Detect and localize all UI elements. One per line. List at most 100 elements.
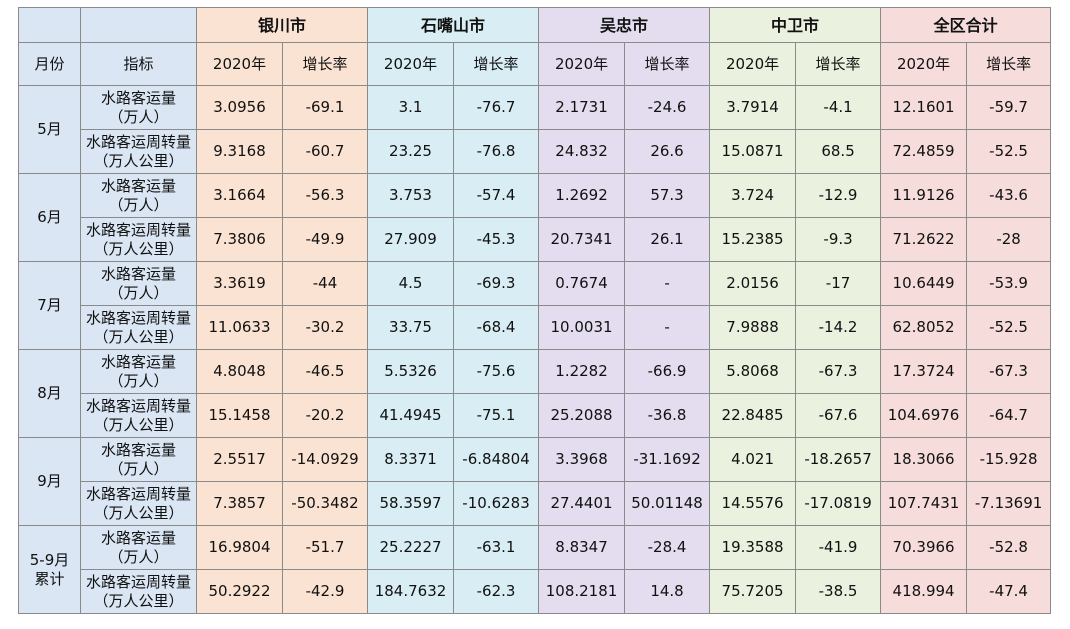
- value-cell: 10.6449: [880, 261, 968, 306]
- month-cell: 7月: [18, 261, 81, 350]
- growth-header: 增长率: [966, 42, 1052, 86]
- indicator-label: 水路客运周转量: [85, 220, 191, 239]
- year-header: 2020年: [709, 42, 797, 86]
- value-cell: 7.3857: [196, 481, 283, 526]
- growth-cell: -7.13691: [966, 481, 1052, 526]
- growth-cell: -43.6: [966, 173, 1052, 218]
- table-row: 水路客运周转量 （万人公里） 11.0633 -30.2 33.75 -68.4 10.00…: [19, 305, 1052, 350]
- value-cell: 20.7341: [538, 217, 626, 262]
- indicator-label: 水路客运周转量: [85, 572, 191, 591]
- growth-cell: -62.3: [453, 569, 540, 614]
- value-cell: 12.1601: [880, 85, 968, 130]
- indicator-label: （万人公里）: [93, 415, 184, 434]
- value-cell: 4.5: [367, 261, 455, 306]
- indicator-cell: 水路客运量 （万人）: [80, 525, 197, 570]
- indicator-header: 指标: [80, 42, 197, 86]
- indicator-cell: 水路客运量 （万人）: [80, 349, 197, 394]
- value-cell: 15.2385: [709, 217, 797, 262]
- growth-cell: -47.4: [966, 569, 1052, 614]
- indicator-label: （万人公里）: [93, 503, 184, 522]
- value-cell: 3.0956: [196, 85, 283, 130]
- table-row: 5月 水路客运量 （万人） 3.0956 -69.1 3.1 -76.7 2.1731 -24.…: [18, 85, 1052, 174]
- value-cell: 8.3371: [367, 437, 455, 482]
- table-row: 水路客运周转量 （万人公里） 7.3806 -49.9 27.909 -45.3 20.73…: [19, 217, 1052, 262]
- city-header-wuzhong: 吴忠市: [538, 7, 711, 43]
- value-cell: 70.3966: [880, 525, 968, 570]
- indicator-cell: 水路客运周转量 （万人公里）: [80, 217, 197, 262]
- value-cell: 104.6976: [880, 393, 968, 438]
- growth-cell: -75.1: [453, 393, 540, 438]
- table-row: 水路客运周转量 （万人公里） 15.1458 -20.2 41.4945 -75.1 25.…: [19, 393, 1052, 438]
- indicator-label: 水路客运量: [100, 88, 176, 107]
- growth-cell: -45.3: [453, 217, 540, 262]
- month-cell: 8月: [18, 349, 81, 438]
- value-cell: 2.5517: [196, 437, 283, 482]
- indicator-label: 水路客运量: [100, 440, 176, 459]
- growth-cell: -67.3: [795, 349, 882, 394]
- value-cell: 22.8485: [709, 393, 797, 438]
- month-cell: 5月: [18, 85, 81, 174]
- value-cell: 3.1664: [196, 173, 283, 218]
- growth-cell: -: [624, 261, 711, 306]
- indicator-label: （万人）: [108, 107, 169, 126]
- value-cell: 108.2181: [538, 569, 626, 614]
- indicator-cell: 水路客运量 （万人）: [80, 173, 197, 218]
- table-row: 6月 水路客运量 （万人） 3.1664 -56.3 3.753 -57.4 1.2692 57…: [18, 173, 1052, 262]
- indicator-cell: 水路客运量 （万人）: [80, 261, 197, 306]
- indicator-label: （万人）: [108, 283, 169, 302]
- header-row-fields: 月份 指标 2020年 增长率 2020年 增长率 2020年 增长率 2020…: [18, 42, 1052, 86]
- growth-cell: -52.5: [966, 129, 1052, 174]
- growth-cell: -36.8: [624, 393, 711, 438]
- value-cell: 7.9888: [709, 305, 797, 350]
- value-cell: 2.0156: [709, 261, 797, 306]
- value-cell: 8.8347: [538, 525, 626, 570]
- value-cell: 107.7431: [880, 481, 968, 526]
- month-cell: 5-9月 累计: [18, 525, 81, 614]
- growth-cell: -67.3: [966, 349, 1052, 394]
- value-cell: 15.1458: [196, 393, 283, 438]
- indicator-label: （万人）: [108, 195, 169, 214]
- table-row: 水路客运周转量 （万人公里） 9.3168 -60.7 23.25 -76.8 24.832…: [19, 129, 1052, 174]
- growth-cell: -64.7: [966, 393, 1052, 438]
- growth-cell: -14.2: [795, 305, 882, 350]
- value-cell: 11.0633: [196, 305, 283, 350]
- indicator-label: 水路客运量: [100, 352, 176, 371]
- value-cell: 25.2227: [367, 525, 455, 570]
- growth-cell: -52.8: [966, 525, 1052, 570]
- growth-cell: 26.1: [624, 217, 711, 262]
- growth-cell: -4.1: [795, 85, 882, 130]
- growth-cell: -17.0819: [795, 481, 882, 526]
- growth-cell: -57.4: [453, 173, 540, 218]
- value-cell: 3.724: [709, 173, 797, 218]
- value-cell: 4.8048: [196, 349, 283, 394]
- value-cell: 17.3724: [880, 349, 968, 394]
- growth-cell: -49.9: [281, 217, 369, 262]
- value-cell: 23.25: [367, 129, 455, 174]
- year-header: 2020年: [880, 42, 968, 86]
- value-cell: 1.2282: [538, 349, 626, 394]
- growth-cell: -28: [966, 217, 1052, 262]
- growth-cell: -10.6283: [453, 481, 540, 526]
- indicator-label: 水路客运周转量: [85, 308, 191, 327]
- indicator-cell: 水路客运量 （万人）: [80, 85, 197, 130]
- value-cell: 1.2692: [538, 173, 626, 218]
- value-cell: 41.4945: [367, 393, 455, 438]
- growth-cell: -12.9: [795, 173, 882, 218]
- indicator-label: 水路客运周转量: [85, 484, 191, 503]
- growth-header: 增长率: [453, 42, 540, 86]
- growth-cell: -67.6: [795, 393, 882, 438]
- growth-cell: -: [624, 305, 711, 350]
- value-cell: 75.7205: [709, 569, 797, 614]
- indicator-label: （万人公里）: [93, 239, 184, 258]
- growth-cell: -69.3: [453, 261, 540, 306]
- growth-cell: -41.9: [795, 525, 882, 570]
- growth-header: 增长率: [624, 42, 711, 86]
- value-cell: 418.994: [880, 569, 968, 614]
- value-cell: 50.2922: [196, 569, 283, 614]
- value-cell: 5.5326: [367, 349, 455, 394]
- indicator-label: 水路客运量: [100, 528, 176, 547]
- growth-cell: -51.7: [281, 525, 369, 570]
- month-label: 6月: [37, 208, 62, 226]
- value-cell: 72.4859: [880, 129, 968, 174]
- value-cell: 0.7674: [538, 261, 626, 306]
